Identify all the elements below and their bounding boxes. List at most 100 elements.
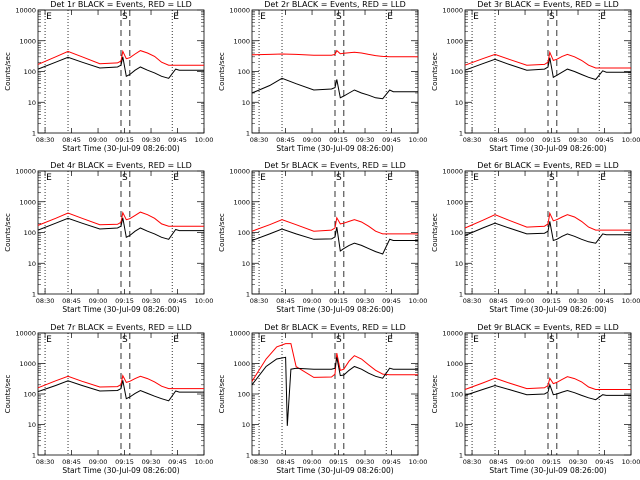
series-events-line	[464, 383, 631, 401]
y-tick-label: 10000	[229, 330, 250, 338]
y-tick-label: 10000	[229, 168, 250, 176]
marker-label: S	[336, 173, 342, 183]
x-tick-label: 08:45	[489, 458, 508, 466]
x-tick-label: 08:30	[463, 458, 482, 466]
y-tick-label: 10	[455, 99, 463, 107]
y-axis-label: Counts/sec	[431, 52, 439, 91]
marker-label: S	[336, 335, 342, 345]
series-events-line	[37, 380, 204, 402]
marker-label: E	[173, 173, 179, 183]
y-tick-label: 100	[24, 391, 36, 399]
y-tick-label: 10000	[15, 7, 36, 15]
x-tick-label: 09:00	[516, 297, 535, 305]
x-tick-label: 09:45	[595, 136, 614, 144]
x-tick-label: 08:30	[36, 136, 55, 144]
x-tick-label: 09:15	[542, 297, 561, 305]
x-tick-label: 09:30	[142, 297, 161, 305]
y-tick-label: 1000	[233, 360, 250, 368]
marker-label: E	[260, 335, 266, 345]
x-tick-label: 08:30	[463, 136, 482, 144]
y-axis-label: Counts/sec	[218, 375, 226, 414]
y-tick-label: 10	[455, 421, 463, 429]
series-events-line	[251, 77, 418, 100]
x-tick-label: 08:45	[62, 136, 81, 144]
x-tick-label: 09:15	[329, 136, 348, 144]
panel-title: Det 9r BLACK = Events, RED = LLD	[477, 323, 619, 332]
x-tick-label: 09:00	[89, 458, 108, 466]
panel-title: Det 2r BLACK = Events, RED = LLD	[264, 0, 406, 9]
x-tick-label: 09:30	[356, 458, 375, 466]
marker-label: E	[46, 12, 52, 22]
x-tick-label: 09:45	[168, 136, 187, 144]
y-axis-label: Counts/sec	[4, 213, 12, 252]
x-tick-label: 08:30	[250, 297, 269, 305]
y-tick-label: 1	[246, 452, 250, 460]
y-axis-label: Counts/sec	[431, 375, 439, 414]
x-tick-label: 09:30	[142, 136, 161, 144]
x-tick-label: 10:00	[622, 297, 640, 305]
y-tick-label: 1000	[233, 198, 250, 206]
x-axis-label: Start Time (30-Jul-09 08:26:00)	[489, 305, 606, 314]
x-tick-label: 08:30	[463, 297, 482, 305]
y-tick-label: 100	[451, 68, 463, 76]
x-tick-label: 09:30	[569, 136, 588, 144]
panel-title: Det 6r BLACK = Events, RED = LLD	[477, 161, 619, 170]
series-events-line	[464, 221, 631, 244]
x-tick-label: 09:00	[303, 136, 322, 144]
x-tick-label: 09:45	[382, 297, 401, 305]
y-tick-label: 1	[32, 291, 36, 299]
panel-det-8: Det 8r BLACK = Events, RED = LLD 1 10 100 10…	[218, 323, 427, 475]
series-events-line	[251, 356, 418, 426]
y-tick-label: 10	[242, 421, 250, 429]
x-tick-label: 08:30	[250, 136, 269, 144]
x-tick-label: 08:45	[489, 297, 508, 305]
marker-label: E	[46, 335, 52, 345]
y-tick-label: 10	[455, 260, 463, 268]
y-tick-label: 1	[459, 130, 463, 138]
panel-det-9: Det 9r BLACK = Events, RED = LLD 1 10 100 10…	[431, 323, 640, 475]
x-tick-label: 10:00	[409, 458, 428, 466]
marker-label: E	[473, 173, 479, 183]
x-axis-label: Start Time (30-Jul-09 08:26:00)	[489, 466, 606, 475]
marker-label: E	[387, 12, 393, 22]
x-tick-label: 09:15	[115, 458, 134, 466]
marker-label: S	[549, 12, 555, 22]
y-tick-label: 10	[28, 421, 36, 429]
y-tick-label: 10000	[15, 168, 36, 176]
panel-det-6: Det 6r BLACK = Events, RED = LLD 1 10 100 10…	[431, 161, 640, 314]
marker-label: S	[549, 335, 555, 345]
x-tick-label: 09:15	[329, 297, 348, 305]
x-tick-label: 09:45	[595, 297, 614, 305]
x-tick-label: 09:00	[89, 297, 108, 305]
series-lld-line	[37, 374, 204, 390]
x-tick-label: 09:15	[115, 136, 134, 144]
x-tick-label: 10:00	[622, 458, 640, 466]
y-tick-label: 1000	[233, 37, 250, 45]
x-tick-label: 09:00	[303, 458, 322, 466]
x-tick-label: 09:15	[329, 458, 348, 466]
y-tick-label: 1	[32, 130, 36, 138]
y-tick-label: 1000	[19, 360, 36, 368]
x-tick-label: 08:45	[276, 458, 295, 466]
x-tick-label: 09:15	[542, 458, 561, 466]
y-tick-label: 10000	[15, 330, 36, 338]
y-tick-label: 1	[32, 452, 36, 460]
marker-label: E	[600, 335, 606, 345]
marker-label: E	[260, 12, 266, 22]
marker-label: E	[387, 335, 393, 345]
x-tick-label: 10:00	[195, 458, 214, 466]
y-tick-label: 100	[24, 68, 36, 76]
x-axis-label: Start Time (30-Jul-09 08:26:00)	[489, 144, 606, 153]
y-tick-label: 100	[451, 229, 463, 237]
y-tick-label: 10000	[442, 168, 463, 176]
x-tick-label: 08:45	[276, 297, 295, 305]
marker-label: E	[173, 335, 179, 345]
x-tick-label: 10:00	[195, 136, 214, 144]
x-tick-label: 09:45	[382, 136, 401, 144]
x-tick-label: 09:00	[516, 136, 535, 144]
marker-label: E	[473, 12, 479, 22]
y-axis-label: Counts/sec	[218, 52, 226, 91]
y-axis-label: Counts/sec	[4, 52, 12, 91]
x-tick-label: 09:45	[595, 458, 614, 466]
